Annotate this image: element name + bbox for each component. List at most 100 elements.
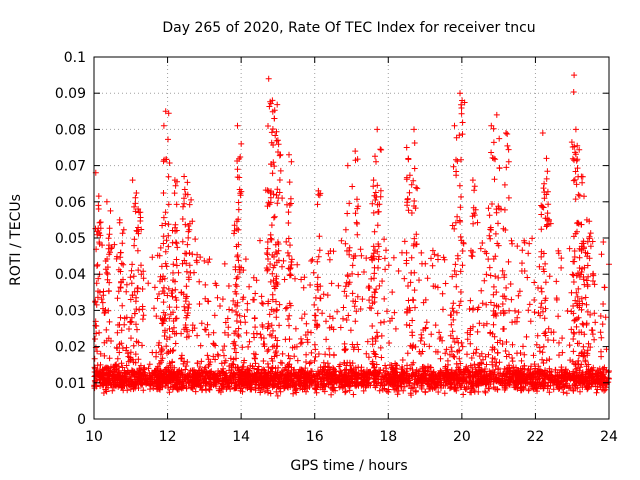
data-point bbox=[405, 156, 412, 163]
data-point bbox=[571, 248, 578, 254]
data-point bbox=[525, 250, 532, 257]
data-point bbox=[257, 237, 263, 244]
data-point bbox=[233, 290, 240, 297]
data-point bbox=[537, 312, 544, 319]
y-tick-label: 0.07 bbox=[55, 159, 86, 175]
data-point bbox=[591, 336, 598, 343]
data-point bbox=[139, 286, 146, 292]
data-point bbox=[240, 359, 247, 366]
data-point bbox=[224, 315, 231, 322]
data-point bbox=[550, 337, 557, 344]
data-point bbox=[413, 367, 420, 373]
data-point bbox=[574, 142, 581, 149]
data-point bbox=[184, 359, 191, 365]
data-point bbox=[313, 371, 320, 377]
data-point bbox=[230, 370, 237, 377]
data-point bbox=[273, 352, 280, 359]
data-point bbox=[268, 355, 275, 362]
data-point bbox=[197, 384, 204, 391]
data-point bbox=[302, 332, 309, 338]
data-point bbox=[376, 387, 383, 394]
data-point bbox=[114, 295, 121, 302]
data-point bbox=[529, 383, 536, 390]
data-point bbox=[139, 380, 146, 386]
data-point bbox=[568, 139, 575, 146]
data-point bbox=[560, 389, 567, 396]
data-point bbox=[355, 346, 362, 353]
data-point bbox=[449, 328, 456, 335]
data-point bbox=[265, 372, 271, 379]
data-point bbox=[191, 269, 197, 276]
data-point bbox=[269, 170, 276, 177]
data-point bbox=[171, 330, 178, 337]
data-point bbox=[93, 280, 100, 287]
data-point bbox=[354, 231, 361, 238]
data-point bbox=[327, 384, 334, 391]
data-point bbox=[148, 380, 155, 387]
data-point bbox=[140, 275, 147, 282]
data-point bbox=[372, 338, 379, 345]
data-point bbox=[342, 240, 349, 247]
data-point bbox=[411, 198, 418, 204]
data-point bbox=[236, 312, 243, 319]
data-point bbox=[156, 252, 163, 259]
data-point bbox=[567, 357, 574, 364]
data-point bbox=[326, 345, 333, 352]
data-point bbox=[531, 279, 538, 286]
data-point bbox=[173, 297, 180, 304]
data-point bbox=[139, 316, 146, 323]
data-point bbox=[362, 372, 369, 379]
data-point bbox=[172, 182, 179, 189]
data-point bbox=[474, 328, 481, 335]
data-point bbox=[135, 224, 142, 231]
data-point bbox=[337, 324, 344, 331]
data-point bbox=[127, 319, 134, 326]
data-point bbox=[235, 325, 242, 332]
data-point bbox=[270, 191, 277, 198]
data-point bbox=[181, 186, 188, 193]
data-point bbox=[299, 386, 306, 393]
data-point bbox=[429, 247, 436, 254]
data-point bbox=[162, 327, 168, 334]
data-point bbox=[584, 308, 591, 315]
data-point bbox=[173, 201, 180, 208]
data-point bbox=[422, 296, 429, 303]
data-point bbox=[539, 356, 546, 363]
data-point bbox=[159, 355, 166, 362]
data-point bbox=[531, 297, 538, 303]
data-point bbox=[124, 350, 131, 357]
data-point bbox=[382, 266, 389, 273]
data-point bbox=[237, 372, 244, 379]
data-point bbox=[403, 249, 410, 256]
data-point bbox=[494, 240, 501, 247]
data-point bbox=[473, 346, 480, 353]
data-point bbox=[330, 372, 337, 379]
data-point bbox=[411, 235, 418, 242]
data-point bbox=[503, 130, 509, 136]
y-tick-label: 0 bbox=[77, 412, 86, 428]
data-point bbox=[588, 366, 595, 373]
data-point bbox=[540, 360, 547, 366]
data-point bbox=[509, 358, 516, 365]
data-point bbox=[94, 261, 101, 268]
data-point bbox=[428, 364, 434, 371]
data-point bbox=[400, 387, 407, 394]
data-point bbox=[271, 262, 278, 269]
data-point bbox=[234, 122, 241, 129]
data-point bbox=[445, 361, 451, 368]
data-point bbox=[169, 358, 176, 365]
data-point bbox=[170, 261, 177, 268]
data-point bbox=[455, 339, 462, 346]
data-point bbox=[328, 280, 335, 287]
data-point bbox=[207, 359, 214, 365]
data-point bbox=[257, 331, 264, 338]
data-point bbox=[291, 371, 298, 378]
data-point bbox=[101, 380, 108, 387]
data-point bbox=[447, 332, 454, 339]
data-point bbox=[236, 269, 243, 276]
data-point bbox=[527, 318, 534, 325]
data-point bbox=[520, 384, 527, 391]
data-point bbox=[400, 369, 407, 376]
data-point bbox=[132, 310, 138, 317]
data-point bbox=[483, 320, 490, 327]
